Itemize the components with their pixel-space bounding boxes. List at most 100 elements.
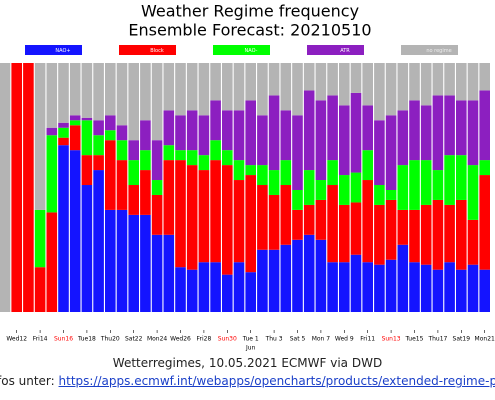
bar-segment — [163, 234, 175, 312]
bar-segment — [222, 274, 233, 312]
bar-segment — [0, 63, 11, 312]
x-tick-label: Fri11 — [360, 336, 375, 343]
bar-segment — [467, 264, 479, 312]
bar-segment — [268, 95, 280, 171]
bar-segment — [81, 120, 93, 156]
bar-segment — [175, 115, 186, 151]
bar-segment — [198, 170, 210, 263]
bar-segment — [93, 63, 104, 121]
bar-segment — [151, 234, 163, 312]
bar-segment — [58, 137, 69, 146]
x-tick-label: Tue18 — [77, 336, 96, 343]
bar-segment — [128, 63, 139, 141]
bar-segment — [257, 115, 268, 166]
bar-segment — [456, 100, 467, 156]
bar-segment — [210, 100, 221, 141]
bar-segment — [420, 63, 432, 106]
chart-title: Weather Regime frequency — [141, 2, 359, 21]
bar-segment — [116, 140, 128, 161]
bar-segment — [350, 172, 362, 203]
x-tick-label: Thu20 — [100, 336, 120, 343]
bar-segment — [397, 244, 409, 312]
bar-segment — [444, 63, 455, 96]
x-tick-label: Mon21 — [475, 336, 495, 343]
bar-segment — [34, 267, 46, 312]
bar-segment — [292, 189, 303, 210]
bar-segment — [233, 63, 245, 111]
bar-segment — [456, 63, 467, 101]
bar-segment — [350, 92, 362, 173]
bar-segment — [479, 175, 490, 270]
x-tick-label: Wed26 — [170, 336, 191, 343]
bar-segment — [46, 63, 58, 128]
bar-segment — [456, 269, 467, 312]
bar-segment — [175, 160, 186, 268]
bar-segment — [409, 262, 420, 312]
x-tick-label: Fri14 — [33, 336, 48, 343]
bar-segment — [186, 63, 198, 111]
info-line: fos unter: https://apps.ecmwf.int/webapp… — [0, 374, 495, 388]
bar-segment — [245, 272, 256, 312]
bar-segment — [58, 145, 69, 312]
bar-segment — [385, 189, 397, 200]
bar-segment — [163, 63, 175, 111]
bar-segment — [245, 165, 256, 176]
x-tick-label: Tue 1 — [242, 336, 259, 343]
legend-swatch — [401, 45, 458, 55]
bar-segment — [268, 170, 280, 195]
bar-segment — [151, 63, 163, 141]
bar-segment — [222, 150, 233, 166]
bar-segment — [292, 115, 303, 190]
bar-segment — [339, 262, 350, 312]
x-tick-label: Sat22 — [125, 336, 143, 343]
bar-segment — [81, 63, 93, 118]
bar-segment — [479, 160, 490, 176]
bar-segment — [210, 140, 221, 161]
bar-segment — [339, 204, 350, 263]
bar-segment — [327, 262, 338, 312]
bar-segment — [116, 160, 128, 210]
bar-segment — [327, 63, 338, 96]
bar-segment — [432, 63, 444, 96]
bar-segment — [303, 234, 315, 312]
bar-segment — [105, 63, 116, 116]
bar-segment — [280, 185, 292, 245]
bar-segment — [339, 105, 350, 176]
chart: Weather Regime frequency Ensemble Foreca… — [0, 2, 495, 352]
bar-segment — [420, 160, 432, 205]
bar-segment — [339, 63, 350, 106]
bar-segment — [467, 100, 479, 166]
bar-segment — [362, 262, 373, 312]
bar-segment — [456, 199, 467, 270]
bar-segment — [374, 185, 385, 205]
bar-segment — [444, 95, 455, 156]
bar-segment — [245, 100, 256, 166]
bar-segment — [210, 160, 221, 263]
bar-segment — [350, 63, 362, 93]
bar-segment — [116, 125, 128, 141]
legend-swatch — [307, 45, 364, 55]
bar-segment — [479, 269, 490, 312]
bar-segment — [257, 249, 268, 312]
bar-segment — [315, 199, 327, 240]
bar-segment — [397, 165, 409, 210]
month-label: Jun — [245, 345, 256, 352]
bar-segment — [116, 209, 128, 312]
info-link[interactable]: https://apps.ecmwf.int/webapps/openchart… — [58, 374, 495, 388]
bar-segment — [69, 120, 81, 126]
bar-segment — [105, 115, 116, 131]
bar-segment — [46, 135, 58, 213]
bar-segment — [81, 155, 93, 186]
bar-segment — [444, 155, 455, 205]
bar-segment — [186, 269, 198, 312]
bar-segment — [81, 117, 93, 121]
bar-segment — [58, 63, 69, 123]
bar-segment — [303, 63, 315, 91]
bar-segment — [385, 199, 397, 260]
bar-segment — [350, 254, 362, 312]
bar-segment — [327, 185, 338, 263]
x-tick-label: Mon 7 — [312, 336, 331, 343]
bar-segment — [245, 175, 256, 273]
bar-segment — [280, 110, 292, 161]
